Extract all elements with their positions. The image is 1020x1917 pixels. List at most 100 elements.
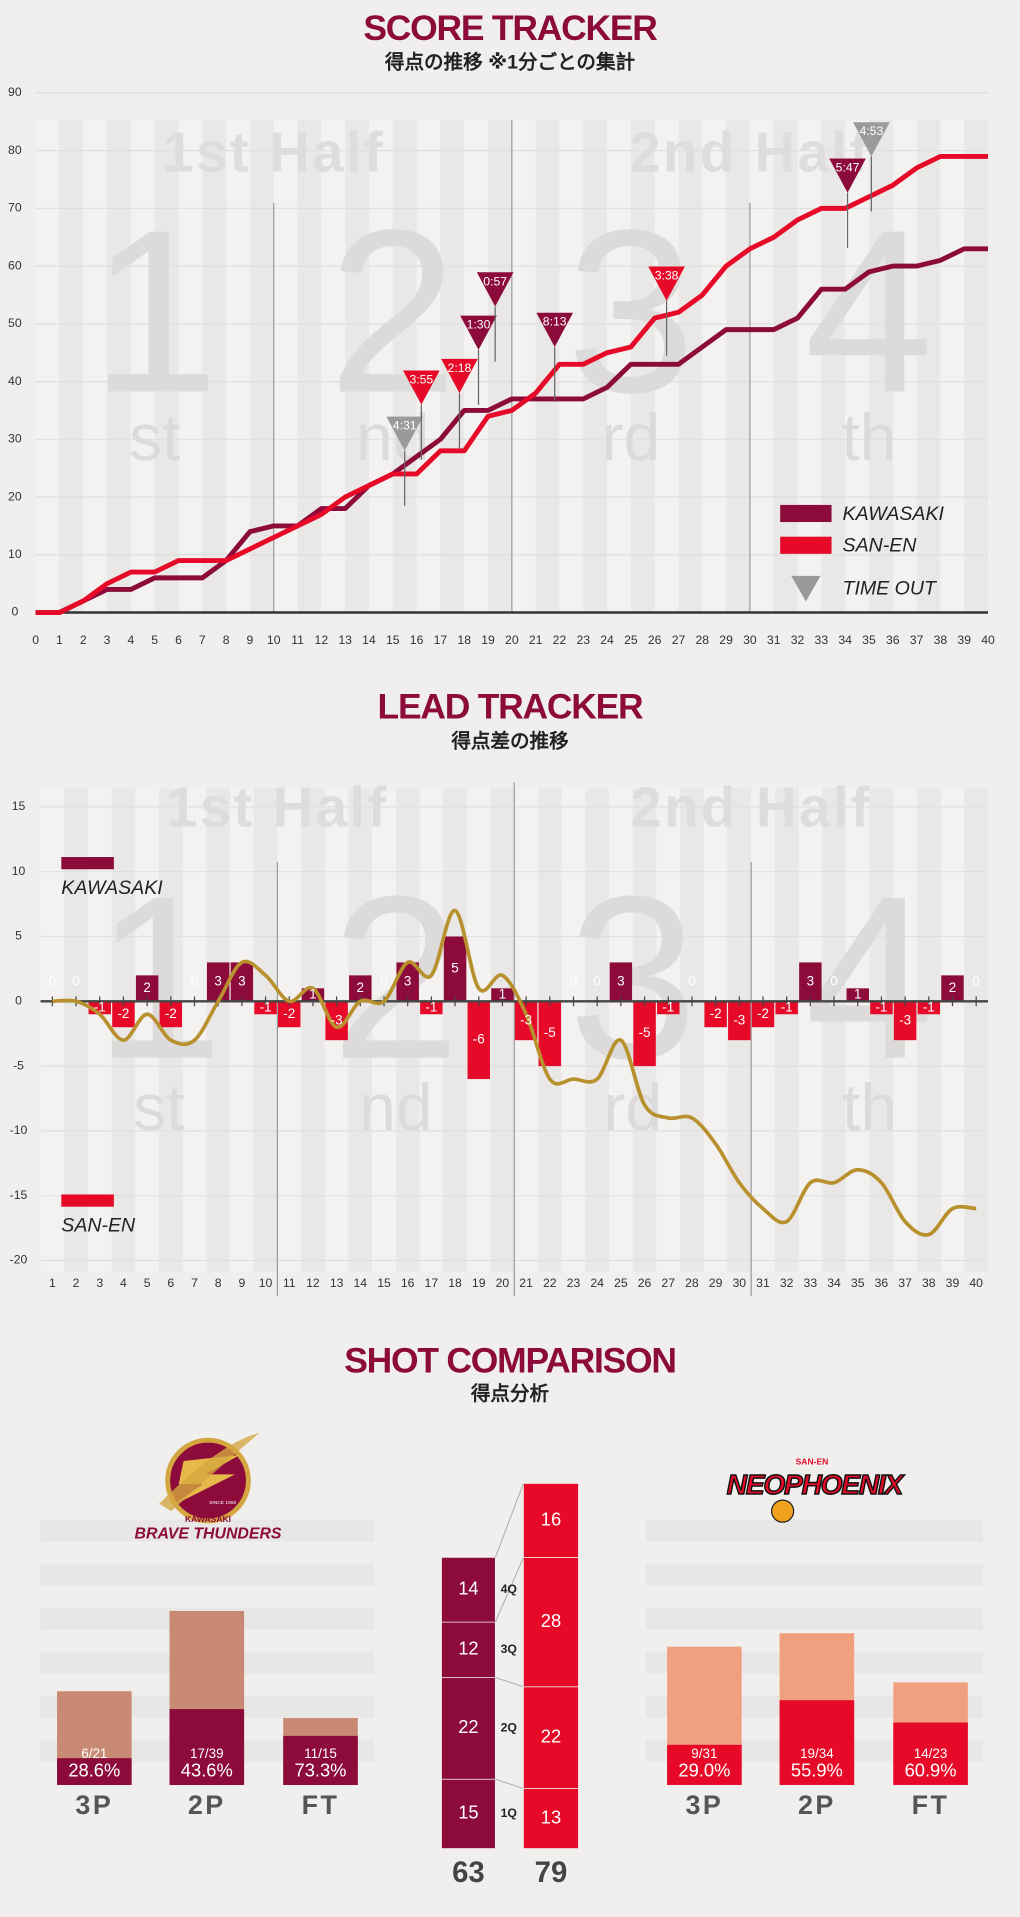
bar-label: 3 [238, 973, 245, 988]
stripe [822, 788, 846, 1272]
segment-label: 13 [541, 1806, 561, 1827]
x-tick-label: 40 [981, 633, 995, 647]
bar-label: 0 [570, 973, 577, 988]
quarter-suffix: nd [359, 1070, 432, 1144]
bar-label: -3 [331, 1012, 343, 1027]
stripe [774, 788, 799, 1272]
x-tick-label: 15 [386, 633, 400, 647]
timeout-label: 1:30 [467, 318, 491, 332]
x-tick-label: 30 [733, 1276, 747, 1290]
x-tick-label: 31 [767, 633, 781, 647]
stripe [135, 788, 159, 1272]
bar [893, 1001, 917, 1041]
half-label: 1st Half [162, 120, 385, 183]
legend-swatch [61, 857, 114, 870]
stripe [488, 119, 512, 613]
made-label: 19/34 [800, 1746, 834, 1761]
category-label: 2P [188, 1790, 226, 1820]
segment-label: 22 [541, 1725, 561, 1746]
x-tick-label: 22 [553, 633, 567, 647]
stripe [940, 788, 965, 1272]
x-tick-label: 20 [505, 633, 519, 647]
stripe [869, 788, 894, 1272]
segment-label: 22 [458, 1716, 478, 1737]
made-bar [169, 1709, 245, 1785]
bar-label: 0 [688, 973, 695, 988]
bar-label: 0 [593, 973, 600, 988]
timeout-label: 4:31 [393, 419, 417, 433]
quarter-segment [441, 1677, 496, 1780]
chart-title: SHOT COMPARISON [344, 1341, 675, 1381]
segment-label: 14 [458, 1578, 478, 1599]
x-tick-label: 12 [315, 633, 329, 647]
stripe [845, 788, 870, 1272]
x-tick-label: 26 [648, 633, 662, 647]
x-tick-label: 23 [567, 1276, 581, 1290]
bar-label: -3 [899, 1012, 911, 1027]
panel-band [645, 1519, 984, 1542]
x-tick-label: 13 [330, 1276, 344, 1290]
quarter-label: 3Q [501, 1642, 517, 1656]
y-tick-label: 80 [8, 143, 22, 157]
stripe [585, 788, 610, 1272]
quarter-segment [441, 1557, 496, 1623]
x-tick-label: 27 [672, 633, 686, 647]
y-tick-label: 15 [12, 799, 26, 813]
stripe [609, 788, 633, 1272]
bar-label: -2 [117, 1006, 129, 1021]
stripe [273, 119, 298, 613]
x-tick-label: 30 [743, 633, 757, 647]
quarter-label: 4Q [501, 1582, 517, 1596]
bar [443, 936, 467, 1002]
lead-line [52, 908, 977, 1237]
half-label: 2nd Half [630, 776, 871, 839]
bar [159, 1001, 183, 1028]
stripe [535, 119, 560, 613]
stripe [511, 119, 536, 613]
stripe [678, 119, 703, 613]
logo-text: SAN-EN [796, 1456, 829, 1466]
bar-label: -1 [781, 999, 793, 1014]
stripe [797, 119, 822, 613]
stripe [821, 119, 846, 613]
bar-label: 3 [214, 973, 221, 988]
connector [494, 1557, 524, 1623]
x-tick-label: 39 [957, 633, 971, 647]
bar [609, 962, 633, 1002]
x-tick-label: 37 [898, 1276, 912, 1290]
total-label: 79 [535, 1856, 568, 1889]
quarter-segment [441, 1778, 496, 1849]
bar-label: 5 [451, 960, 458, 975]
bar-label: 0 [830, 973, 837, 988]
x-tick-label: 29 [719, 633, 733, 647]
stripe [35, 119, 60, 613]
y-tick-label: 40 [8, 374, 22, 388]
half-label: 1st Half [166, 776, 389, 839]
timeout-marker [648, 266, 685, 301]
stripe [583, 119, 608, 613]
x-tick-label: 22 [543, 1276, 557, 1290]
stripe [277, 788, 302, 1272]
legend-swatch [61, 1194, 114, 1207]
quarter-label: 2Q [501, 1721, 517, 1735]
bar-label: 3 [617, 973, 624, 988]
stripe [249, 119, 274, 613]
stripe [40, 788, 65, 1272]
quarter-segment [441, 1621, 496, 1678]
bar-label: -5 [544, 1025, 556, 1040]
legend-label: SAN-EN [843, 535, 918, 557]
bar [846, 988, 869, 1002]
stripe [561, 788, 586, 1272]
x-tick-label: 21 [519, 1276, 533, 1290]
pct-label: 28.6% [68, 1759, 120, 1780]
segment-label: 28 [541, 1610, 561, 1631]
stripe [464, 119, 489, 613]
made-label: 14/23 [914, 1746, 948, 1761]
made-bar [779, 1700, 855, 1785]
stripe [656, 788, 681, 1272]
quarter-segment [523, 1788, 579, 1849]
stripe [702, 119, 727, 613]
stripe [868, 119, 893, 613]
chart-subtitle: 得点差の推移 [450, 729, 569, 752]
bar-label: 0 [72, 973, 79, 988]
